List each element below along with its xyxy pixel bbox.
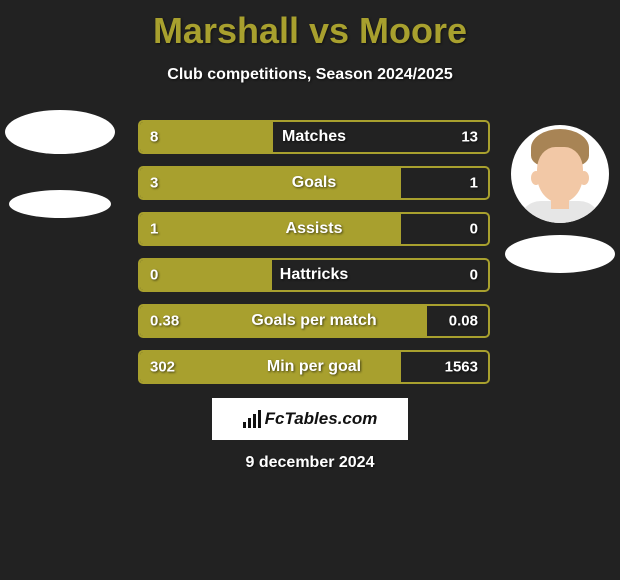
stat-label: Matches [282, 128, 346, 146]
player-left-avatar [5, 110, 115, 154]
player-right-shadow [505, 235, 615, 273]
page-title: Marshall vs Moore [0, 0, 620, 52]
stat-row: 1 Assists 0 [138, 212, 490, 246]
stat-row: 0 Hattricks 0 [138, 258, 490, 292]
stat-row: 8 Matches 13 [138, 120, 490, 154]
player-left-group [0, 110, 120, 218]
bar-fill [140, 168, 401, 198]
date-text: 9 december 2024 [0, 454, 620, 472]
stat-right-value: 1 [470, 175, 478, 192]
stat-left-value: 0 [150, 267, 158, 284]
stat-right-value: 0 [470, 267, 478, 284]
stat-left-value: 302 [150, 359, 175, 376]
brand-box[interactable]: FcTables.com [212, 398, 408, 440]
stat-row: 302 Min per goal 1563 [138, 350, 490, 384]
stat-row: 3 Goals 1 [138, 166, 490, 200]
player-right-group [500, 125, 620, 273]
stat-left-value: 0.38 [150, 313, 179, 330]
player-right-photo [511, 125, 609, 223]
player-left-shadow [9, 190, 111, 218]
stat-label: Hattricks [280, 266, 348, 284]
stat-label: Assists [286, 220, 343, 238]
subtitle: Club competitions, Season 2024/2025 [0, 66, 620, 84]
stat-row: 0.38 Goals per match 0.08 [138, 304, 490, 338]
stat-right-value: 0 [470, 221, 478, 238]
stat-left-value: 8 [150, 129, 158, 146]
stat-left-value: 3 [150, 175, 158, 192]
stat-right-value: 13 [461, 129, 478, 146]
stat-label: Goals per match [251, 312, 376, 330]
bar-fill [140, 122, 273, 152]
bar-fill [140, 260, 272, 290]
stat-right-value: 0.08 [449, 313, 478, 330]
player-right-avatar [511, 125, 609, 223]
brand-bars-icon [243, 410, 261, 428]
bar-fill [140, 214, 401, 244]
stat-label: Min per goal [267, 358, 361, 376]
stat-label: Goals [292, 174, 336, 192]
stats-bars: 8 Matches 13 3 Goals 1 1 Assists 0 0 Hattricks 0 0.3… [138, 120, 490, 396]
brand-text: FcTables.com [265, 409, 378, 429]
stat-left-value: 1 [150, 221, 158, 238]
stat-right-value: 1563 [445, 359, 478, 376]
